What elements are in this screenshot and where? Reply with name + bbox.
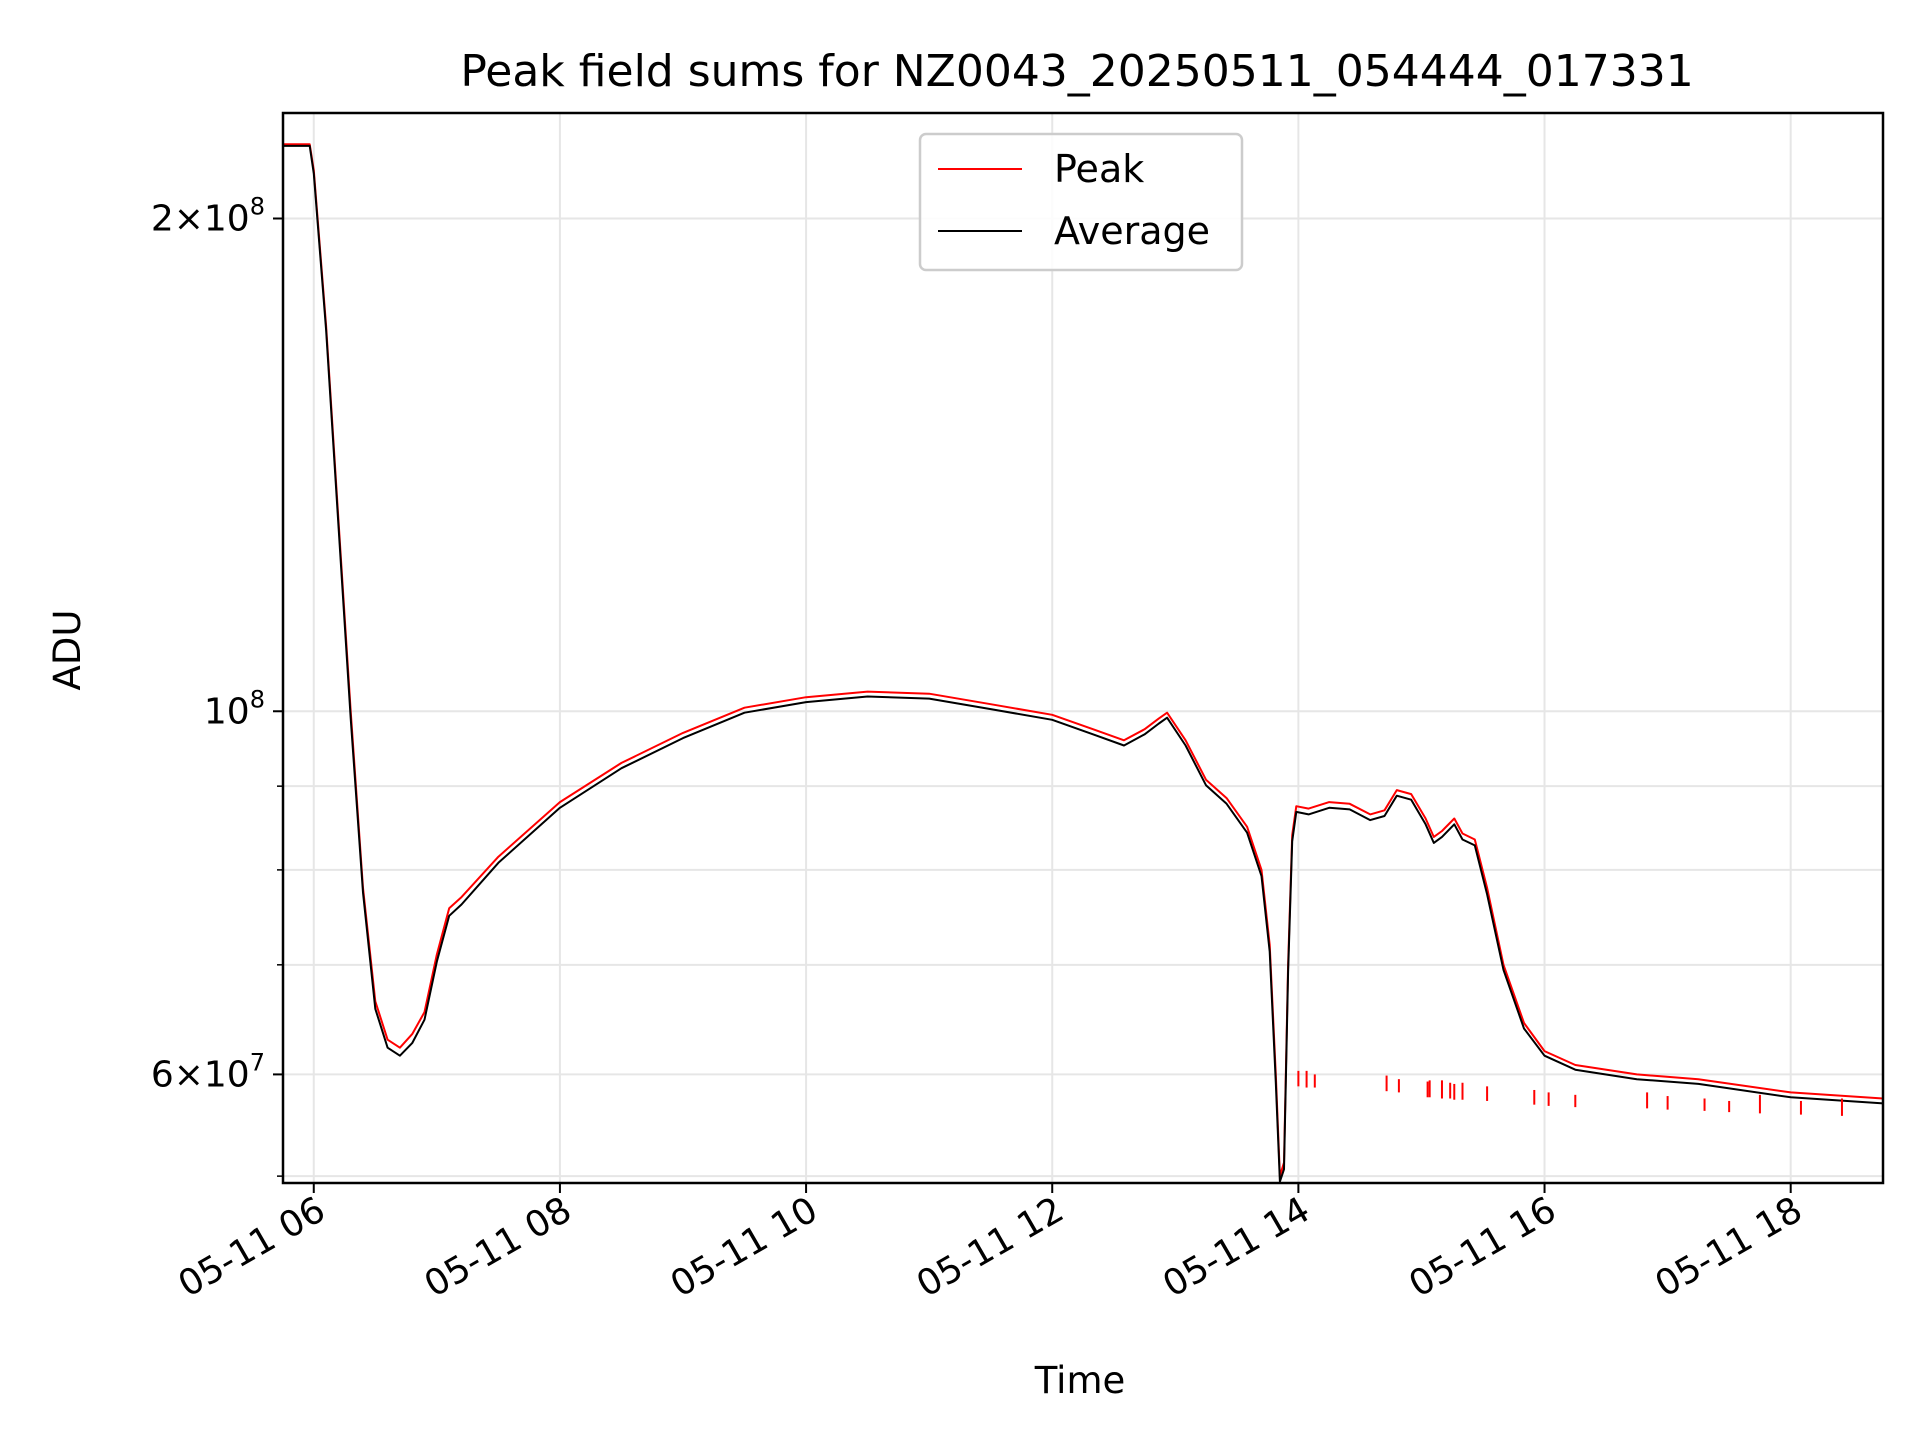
- y-tick-label: 6×107: [151, 1048, 265, 1095]
- legend: Peak Average: [918, 132, 1244, 272]
- y-tick-label: 2×108: [151, 193, 265, 240]
- y-tick-label: 108: [204, 685, 265, 732]
- plot-area: [283, 143, 1883, 1183]
- grid-lines: [283, 113, 1883, 1183]
- legend-label-average: Average: [1054, 209, 1210, 253]
- x-axis-label: Time: [1034, 1359, 1126, 1402]
- axes-frame: [281, 111, 1885, 1185]
- chart-title: Peak field sums for NZ0043_20250511_0544…: [460, 46, 1693, 97]
- x-tick-label: 05-11 10: [664, 1189, 825, 1305]
- y-axis-ticks: 6×107 108 2×108: [151, 193, 283, 1177]
- x-tick-label: 05-11 12: [910, 1189, 1071, 1305]
- x-tick-label: 05-11 16: [1402, 1189, 1563, 1305]
- x-tick-label: 05-11 06: [172, 1189, 333, 1305]
- series-line-peak: [283, 143, 1883, 1178]
- x-tick-label: 05-11 08: [418, 1189, 579, 1305]
- x-tick-label: 05-11 14: [1156, 1189, 1317, 1305]
- x-tick-label: 05-11 18: [1649, 1189, 1810, 1305]
- x-axis-ticks: 05-11 06 05-11 08 05-11 10 05-11 12 05-11 14…: [172, 1183, 1810, 1306]
- legend-label-peak: Peak: [1054, 147, 1144, 191]
- series-line-average: [283, 144, 1883, 1183]
- y-axis-label: ADU: [46, 610, 89, 691]
